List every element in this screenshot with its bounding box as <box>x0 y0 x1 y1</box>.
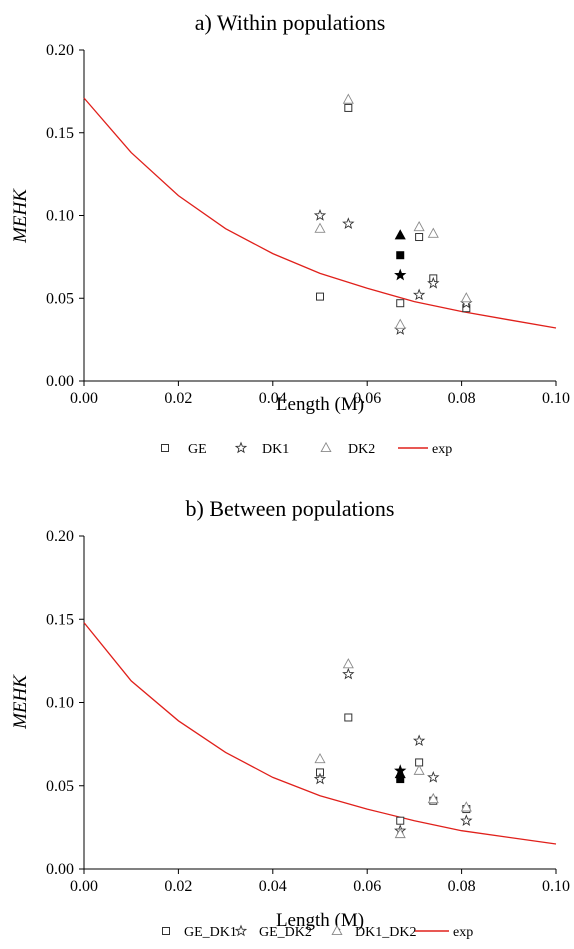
highlighted-point-square <box>396 251 405 260</box>
legend-swatch-square <box>161 444 169 452</box>
x-axis-label: Length (M) <box>276 394 364 415</box>
data-points <box>313 658 473 839</box>
data-point-triangle <box>342 658 354 669</box>
exp-curve <box>83 97 557 329</box>
data-point-triangle <box>427 227 439 238</box>
data-point-star <box>427 276 440 289</box>
legend-swatch-square <box>162 927 170 935</box>
x-axis-label: Length (M) <box>276 910 364 931</box>
y-axis-label: MEHK <box>10 188 31 244</box>
data-point-triangle <box>314 752 326 764</box>
data-point-triangle <box>394 827 406 839</box>
legend-label: DK1_DK2 <box>355 925 416 940</box>
highlighted-point-triangle <box>394 229 406 240</box>
data-point-star <box>412 288 426 301</box>
chart-title: a) Within populations <box>195 10 386 35</box>
data-point-triangle <box>413 220 425 232</box>
data-point-triangle <box>460 801 472 812</box>
exp-curve <box>83 622 557 845</box>
data-point-triangle <box>460 292 472 303</box>
x-tick-label: 0.06 <box>353 878 381 895</box>
data-point-star <box>427 770 440 783</box>
x-tick-label: 0.02 <box>164 878 192 895</box>
y-tick-label: 0.20 <box>46 42 74 59</box>
y-tick-label: 0.00 <box>46 861 74 878</box>
data-point-star <box>313 772 327 785</box>
chart-panel-within: a) Within populations MEHK Length (M) 0.… <box>0 0 574 472</box>
legend-label: exp <box>432 442 452 457</box>
x-tick-label: 0.08 <box>448 878 476 895</box>
data-point-triangle <box>342 93 354 104</box>
data-point-triangle <box>314 222 326 233</box>
y-tick-label: 0.05 <box>46 778 74 795</box>
data-point-triangle <box>394 318 406 329</box>
x-tick-label: 0.04 <box>259 878 287 895</box>
x-tick-label: 0.04 <box>259 390 287 407</box>
x-tick-label: 0.08 <box>448 390 476 407</box>
data-point-triangle <box>427 792 439 804</box>
legend-label: DK2 <box>348 442 375 457</box>
legend-label: GE <box>188 442 207 457</box>
y-axis-label: MEHK <box>10 674 31 730</box>
y-tick-label: 0.05 <box>46 290 74 307</box>
data-point-square <box>396 816 405 825</box>
data-point-star <box>342 217 355 230</box>
legend-label: GE_DK2 <box>259 925 312 940</box>
chart-title: b) Between populations <box>186 496 395 521</box>
x-tick-label: 0.02 <box>164 390 192 407</box>
data-point-square <box>344 103 353 112</box>
highlighted-point-star <box>394 268 407 281</box>
data-point-star <box>460 814 473 826</box>
x-tick-label: 0.10 <box>542 390 570 407</box>
chart-between-populations: b) Between populations MEHK Length (M) 0… <box>10 496 570 940</box>
data-points <box>313 93 473 335</box>
legend-swatch-star <box>234 924 248 937</box>
highlighted-point-square <box>396 775 405 784</box>
legend-label: exp <box>453 925 473 940</box>
data-point-square <box>415 233 424 242</box>
data-point-star <box>313 209 327 221</box>
x-tick-label: 0.00 <box>70 878 98 895</box>
legend-swatch-star <box>234 441 248 454</box>
y-tick-label: 0.15 <box>46 611 74 628</box>
legend-label: DK1 <box>262 442 289 457</box>
data-point-square <box>316 292 324 301</box>
y-tick-label: 0.10 <box>46 208 74 225</box>
y-tick-label: 0.10 <box>46 695 74 712</box>
axes: 0.00 0.02 0.04 0.06 0.08 0.10 0.00 0.05 0.10 0.15… <box>46 528 570 895</box>
y-tick-label: 0.15 <box>46 125 74 142</box>
data-point-star <box>342 667 355 680</box>
legend-label: GE_DK1 <box>184 925 237 940</box>
data-point-triangle <box>413 764 425 775</box>
legend-swatch-triangle <box>320 441 332 453</box>
x-tick-label: 0.00 <box>70 390 98 407</box>
x-tick-label: 0.06 <box>353 390 381 407</box>
legend: GE DK1 DK2 exp <box>161 441 452 457</box>
data-point-square <box>396 299 405 308</box>
chart-within-populations: a) Within populations MEHK Length (M) 0.… <box>10 10 570 457</box>
y-tick-label: 0.00 <box>46 373 74 390</box>
data-point-square <box>344 713 353 722</box>
data-point-star <box>412 734 426 747</box>
legend-swatch-triangle <box>331 924 343 936</box>
x-tick-label: 0.10 <box>542 878 570 895</box>
axes: 0.00 0.02 0.04 0.06 0.08 0.10 0.00 0.05 0.10 0.15… <box>46 42 570 407</box>
chart-panel-between: b) Between populations MEHK Length (M) 0… <box>0 472 574 944</box>
y-tick-label: 0.20 <box>46 528 74 545</box>
legend: GE_DK1 GE_DK2 DK1_DK2 exp <box>162 924 473 940</box>
